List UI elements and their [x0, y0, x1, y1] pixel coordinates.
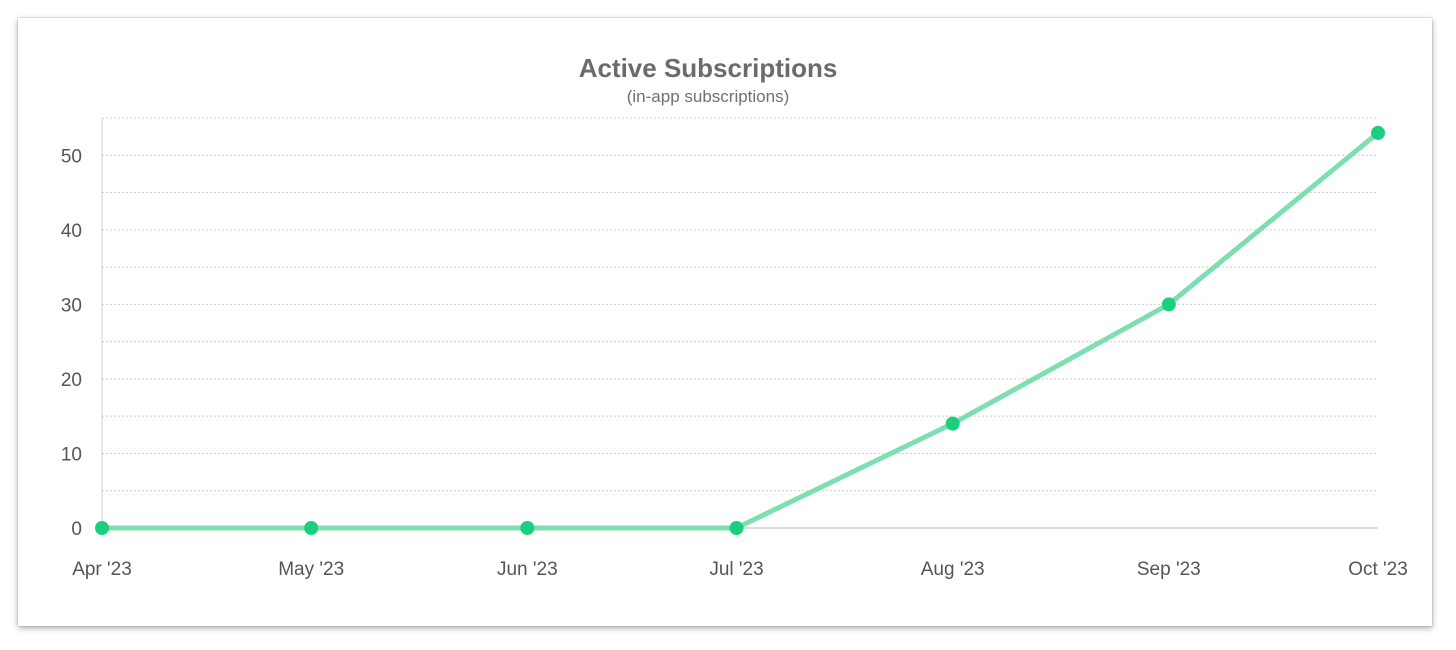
- x-tick-label: Sep '23: [1137, 559, 1201, 580]
- data-point[interactable]: [729, 521, 744, 535]
- x-axis: Apr '23 May '23 Jun '23 Jul '23 Aug '23 Sep '…: [72, 527, 1408, 580]
- chart-title: Active Subscriptions: [579, 53, 838, 83]
- y-tick-label: 0: [71, 519, 82, 540]
- x-tick-label: Apr '23: [72, 559, 132, 580]
- x-tick-label: Oct '23: [1348, 559, 1408, 580]
- data-point[interactable]: [95, 521, 109, 535]
- chart-card: Active Subscriptions (in-app subscriptio…: [18, 18, 1432, 626]
- grid: [102, 117, 1378, 492]
- series: [95, 125, 1385, 535]
- chart-subtitle: (in-app subscriptions): [627, 87, 790, 106]
- y-tick-label: 10: [61, 444, 82, 465]
- data-point[interactable]: [304, 521, 319, 535]
- line-chart: Active Subscriptions (in-app subscriptio…: [61, 53, 1408, 580]
- x-tick-label: May '23: [278, 559, 344, 580]
- y-tick-label: 30: [61, 295, 82, 316]
- y-tick-label: 20: [61, 370, 82, 391]
- data-point[interactable]: [520, 521, 535, 535]
- data-point[interactable]: [945, 416, 960, 431]
- data-point[interactable]: [1161, 297, 1176, 312]
- y-tick-label: 50: [61, 146, 82, 167]
- x-tick-label: Jul '23: [709, 559, 763, 580]
- x-tick-label: Aug '23: [921, 559, 985, 580]
- y-tick-label: 40: [61, 221, 82, 242]
- x-tick-label: Jun '23: [497, 559, 558, 580]
- y-axis: 0 10 20 30 40 50: [61, 118, 103, 540]
- data-point[interactable]: [1371, 125, 1385, 140]
